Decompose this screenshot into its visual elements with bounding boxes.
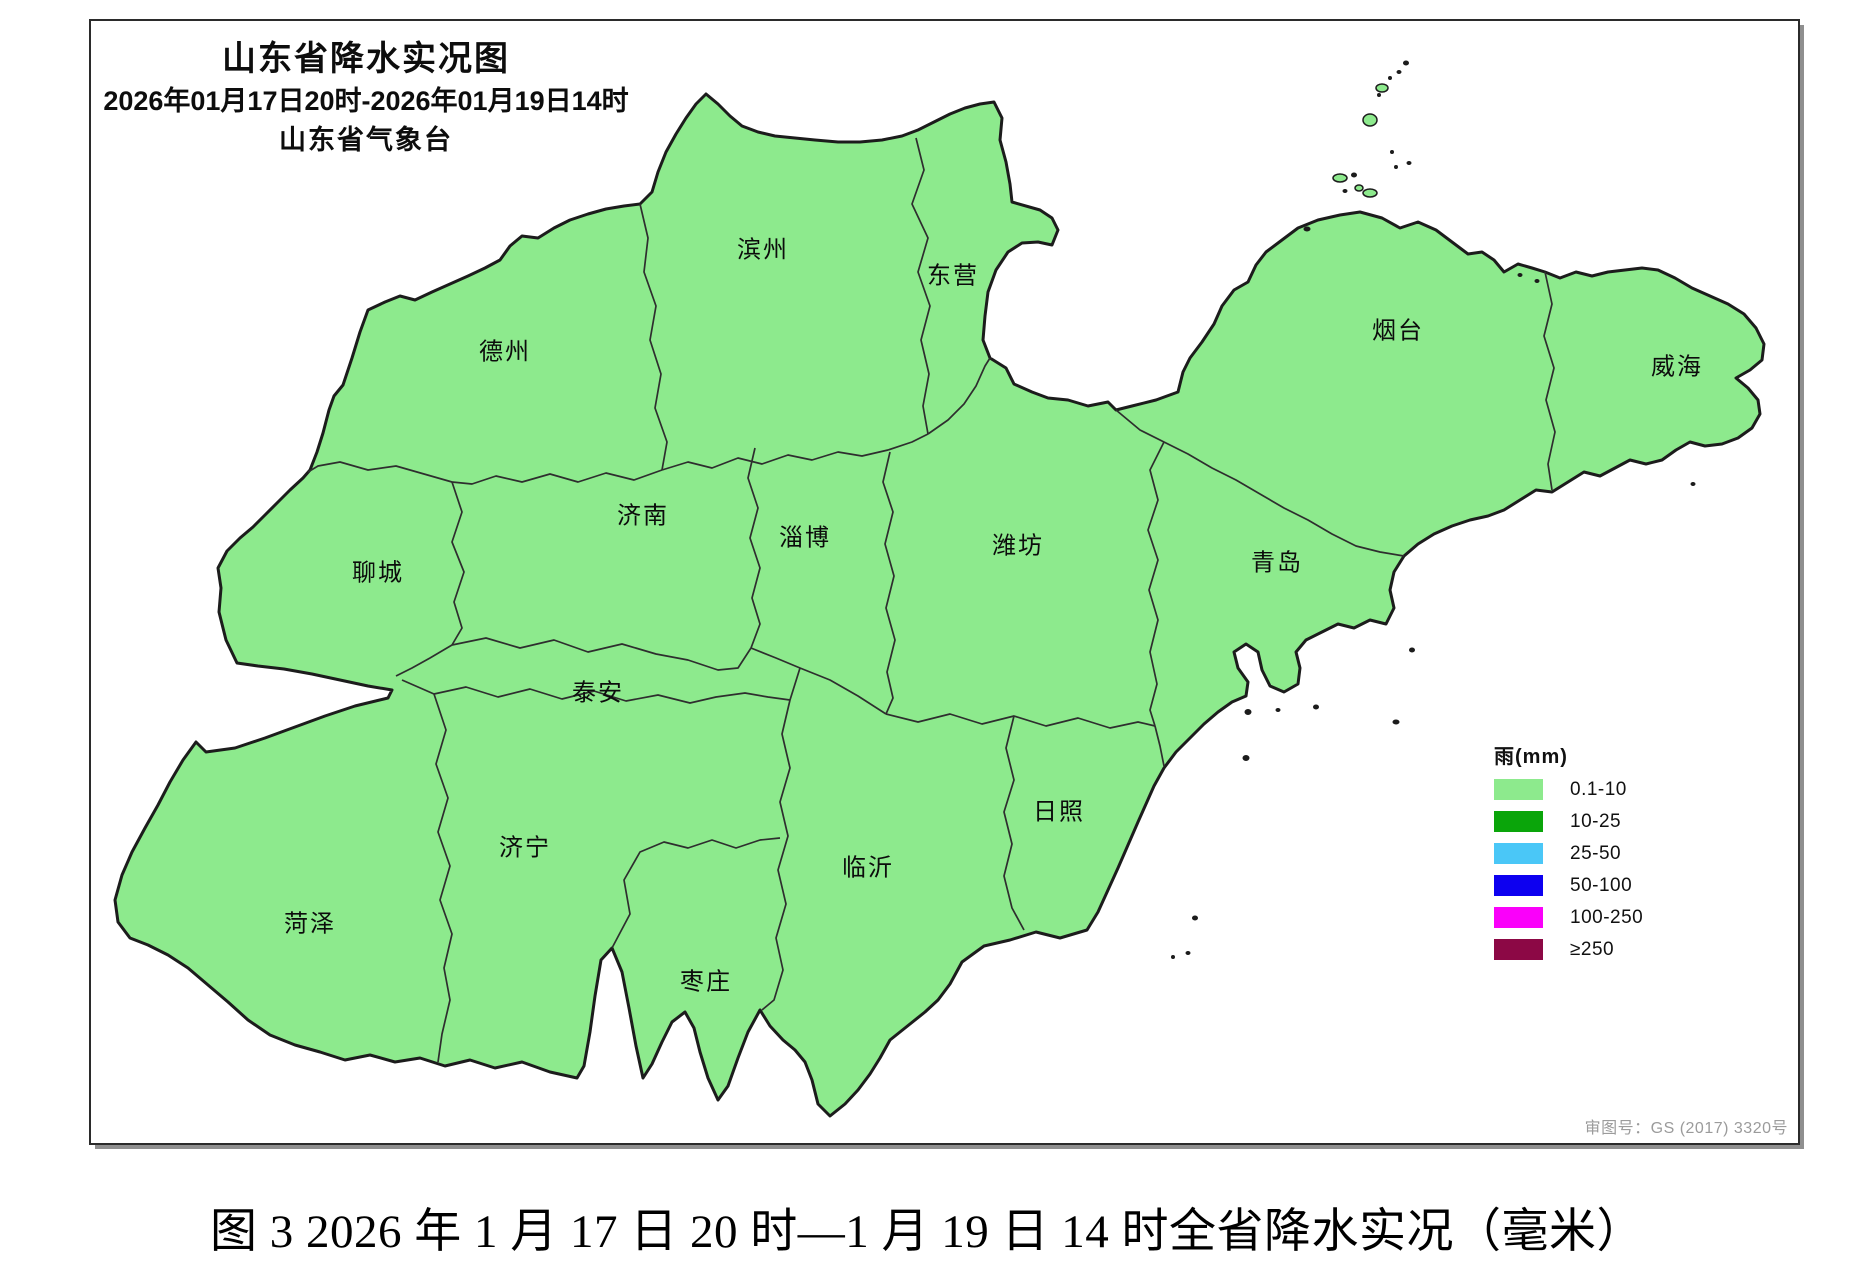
legend-range-3: 50-100 [1570,874,1633,896]
map-period: 2026年01月17日20时-2026年01月19日14时 [103,86,629,116]
legend-title: 雨(mm) [1494,746,1568,768]
legend-range-1: 10-25 [1570,810,1622,832]
legend-range-0: 0.1-10 [1570,778,1627,800]
city-label-heze: 菏泽 [284,910,336,938]
legend-row-2: 25-50 [1494,843,1714,864]
city-label-weifang: 潍坊 [992,532,1044,560]
city-label-jinan: 济南 [617,502,669,530]
legend-row-4: 100-250 [1494,907,1714,928]
figure-caption: 图 3 2026 年 1 月 17 日 20 时—1 月 19 日 14 时全省… [210,1206,1644,1258]
city-label-linyi: 临沂 [842,854,894,882]
map-agency: 山东省气象台 [279,125,453,155]
map-license: 审图号：GS (2017) 3320号 [1584,1120,1788,1137]
city-label-jining: 济宁 [499,834,551,862]
legend-swatch-2 [1494,843,1543,864]
city-label-zaozhuang: 枣庄 [680,968,732,996]
city-label-dezhou: 德州 [479,338,531,366]
title-block: 山东省降水实况图 2026年01月17日20时-2026年01月19日14时 山… [96,36,636,160]
legend-row-3: 50-100 [1494,875,1714,896]
legend-swatch-5 [1494,939,1543,960]
legend-range-4: 100-250 [1570,906,1644,928]
city-label-taian: 泰安 [572,679,624,707]
map-frame [89,19,1800,1145]
map-title: 山东省降水实况图 [222,40,510,78]
city-label-liaocheng: 聊城 [352,559,404,587]
city-label-rizhao: 日照 [1033,798,1085,826]
legend-swatch-0 [1494,779,1543,800]
legend-swatch-3 [1494,875,1543,896]
city-label-dongying: 东营 [927,262,979,290]
legend-row-5: ≥250 [1494,939,1714,960]
city-label-zibo: 淄博 [779,524,831,552]
legend: 雨(mm) 0.1-10 10-25 25-50 50-100 100-250 ≥250 [1494,740,1714,971]
legend-swatch-4 [1494,907,1543,928]
city-label-yantai: 烟台 [1372,317,1424,345]
legend-swatch-1 [1494,811,1543,832]
legend-row-0: 0.1-10 [1494,779,1714,800]
city-label-binzhou: 滨州 [737,236,789,264]
legend-items: 0.1-10 10-25 25-50 50-100 100-250 ≥250 [1494,779,1714,960]
legend-range-2: 25-50 [1570,842,1622,864]
legend-range-5: ≥250 [1570,938,1615,960]
legend-row-1: 10-25 [1494,811,1714,832]
city-label-weihai: 威海 [1651,353,1703,381]
city-label-qingdao: 青岛 [1251,549,1303,577]
